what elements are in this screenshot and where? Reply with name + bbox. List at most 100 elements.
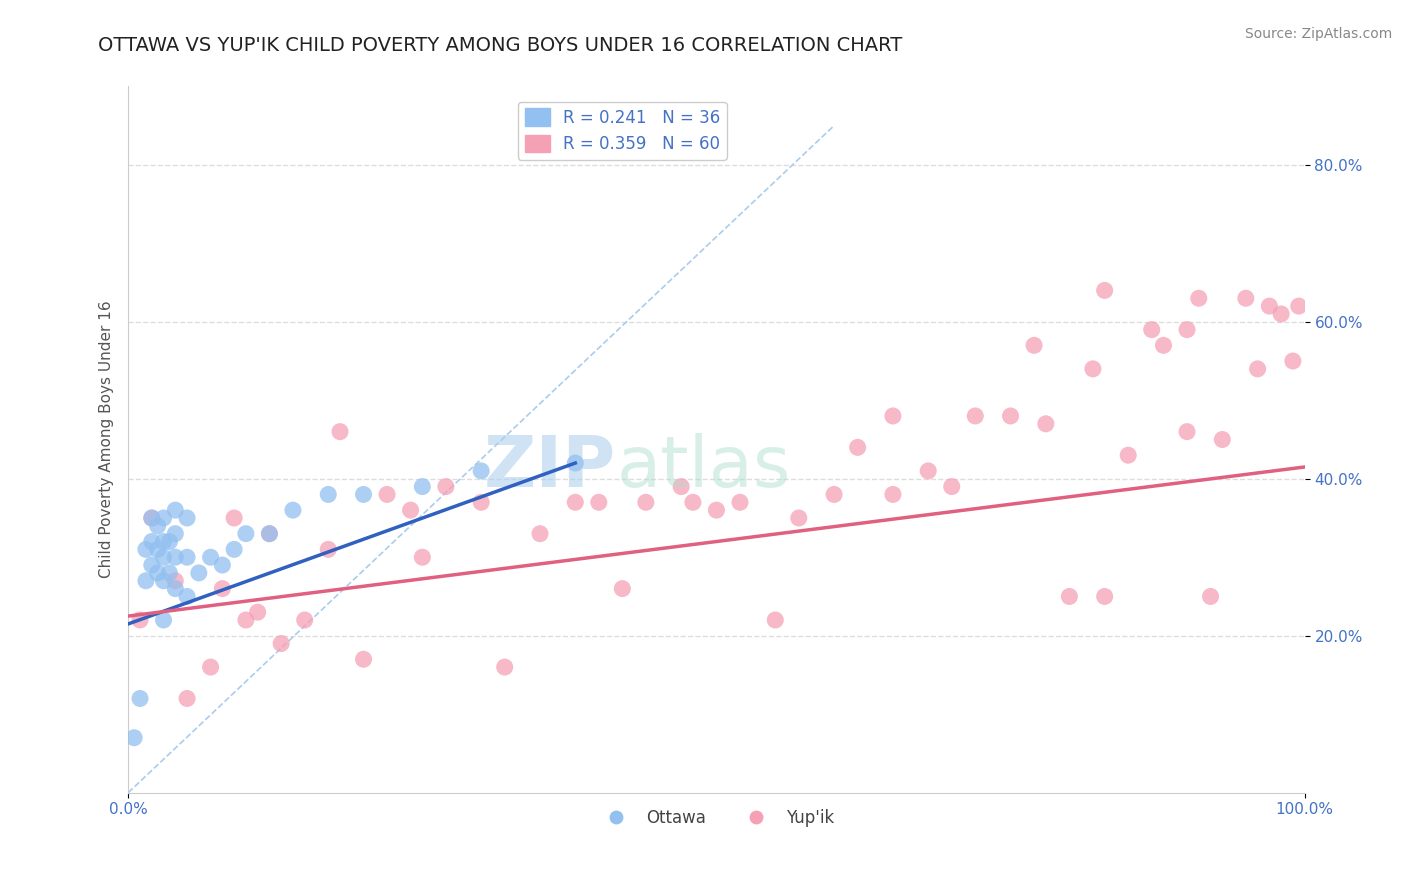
Point [294, 613, 316, 627]
Point [146, 566, 169, 580]
Point [353, 652, 375, 666]
Point [1035, 417, 1057, 431]
Point [316, 542, 339, 557]
Point [159, 534, 181, 549]
Text: Source: ZipAtlas.com: Source: ZipAtlas.com [1244, 27, 1392, 41]
Point [270, 636, 292, 650]
Point [434, 480, 457, 494]
Point [1116, 448, 1139, 462]
Point [165, 582, 187, 596]
Point [470, 495, 492, 509]
Point [152, 613, 174, 627]
Point [211, 558, 233, 572]
Point [165, 574, 187, 588]
Point [634, 495, 657, 509]
Point [224, 542, 246, 557]
Text: ZIP: ZIP [484, 434, 616, 502]
Point [235, 613, 257, 627]
Point [122, 731, 145, 745]
Point [187, 566, 209, 580]
Point [494, 660, 516, 674]
Point [152, 534, 174, 549]
Point [176, 511, 198, 525]
Point [141, 534, 163, 549]
Point [564, 495, 586, 509]
Text: atlas: atlas [616, 434, 790, 502]
Point [135, 574, 157, 588]
Point [1211, 433, 1233, 447]
Point [316, 487, 339, 501]
Y-axis label: Child Poverty Among Boys Under 16: Child Poverty Among Boys Under 16 [100, 301, 114, 578]
Point [941, 480, 963, 494]
Point [259, 526, 281, 541]
Point [564, 456, 586, 470]
Point [129, 691, 152, 706]
Point [1258, 299, 1281, 313]
Point [165, 526, 187, 541]
Point [1175, 425, 1198, 439]
Point [728, 495, 751, 509]
Point [165, 550, 187, 565]
Point [146, 542, 169, 557]
Point [159, 566, 181, 580]
Point [176, 550, 198, 565]
Point [882, 487, 904, 501]
Point [823, 487, 845, 501]
Point [682, 495, 704, 509]
Point [235, 526, 257, 541]
Point [135, 542, 157, 557]
Point [588, 495, 610, 509]
Point [1288, 299, 1310, 313]
Point [882, 409, 904, 423]
Point [1022, 338, 1045, 352]
Text: OTTAWA VS YUP'IK CHILD POVERTY AMONG BOYS UNDER 16 CORRELATION CHART: OTTAWA VS YUP'IK CHILD POVERTY AMONG BOY… [98, 36, 903, 54]
Point [259, 526, 281, 541]
Point [1175, 323, 1198, 337]
Point [1081, 362, 1104, 376]
Point [141, 558, 163, 572]
Point [1094, 590, 1116, 604]
Point [152, 511, 174, 525]
Point [165, 503, 187, 517]
Point [706, 503, 728, 517]
Point [1234, 291, 1257, 305]
Point [669, 480, 692, 494]
Point [411, 550, 433, 565]
Point [763, 613, 786, 627]
Point [141, 511, 163, 525]
Point [917, 464, 939, 478]
Point [787, 511, 810, 525]
Point [1140, 323, 1163, 337]
Point [281, 503, 304, 517]
Point [146, 518, 169, 533]
Point [176, 691, 198, 706]
Point [965, 409, 987, 423]
Point [200, 550, 222, 565]
Point [1246, 362, 1268, 376]
Point [846, 441, 869, 455]
Point [375, 487, 398, 501]
Point [399, 503, 422, 517]
Point [329, 425, 352, 439]
Point [152, 550, 174, 565]
Point [1188, 291, 1211, 305]
Point [200, 660, 222, 674]
Point [529, 526, 551, 541]
Point [152, 574, 174, 588]
Point [1153, 338, 1175, 352]
Point [353, 487, 375, 501]
Point [246, 605, 269, 619]
Point [1094, 284, 1116, 298]
Point [470, 464, 492, 478]
Point [1199, 590, 1222, 604]
Point [1282, 354, 1305, 368]
Point [1059, 590, 1081, 604]
Point [129, 613, 152, 627]
Point [176, 590, 198, 604]
Legend: Ottawa, Yup'ik: Ottawa, Yup'ik [592, 803, 841, 834]
Point [211, 582, 233, 596]
Point [411, 480, 433, 494]
Point [612, 582, 634, 596]
Point [1270, 307, 1292, 321]
Point [224, 511, 246, 525]
